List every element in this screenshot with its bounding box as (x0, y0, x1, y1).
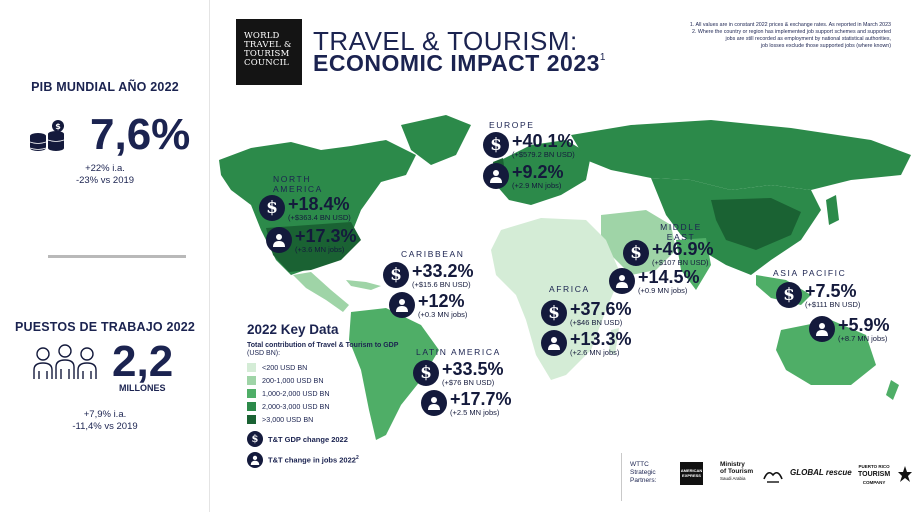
latin-america-gdp: $ +33.5% (+$76 BN USD) (413, 360, 504, 387)
caribbean-jobs: +12% (+0.3 MN jobs) (389, 292, 467, 319)
person-icon (247, 452, 263, 468)
ministry-of-tourism-logo: Ministry of Tourism Saudi Arabia (720, 461, 754, 481)
coins-icon: $ (29, 120, 65, 151)
north-america-label: NORTH AMERICA (273, 174, 323, 194)
person-icon (541, 330, 567, 356)
dollar-icon: $ (383, 262, 409, 288)
asia-pacific-label: ASIA PACIFIC (773, 268, 847, 278)
map-japan (826, 195, 839, 225)
europe-gdp: $ +40.1% (+$579.2 BN USD) (483, 132, 575, 159)
asia-pacific-gdp: $ +7.5% (+$111 BN USD) (776, 282, 860, 309)
latin-america-jobs: +17.7% (+2.5 MN jobs) (421, 390, 512, 417)
map-south-america (349, 308, 439, 440)
svg-text:$: $ (55, 122, 61, 131)
north-america-jobs: +17.3% (+3.6 MN jobs) (266, 227, 357, 254)
europe-label: EUROPE (489, 120, 535, 130)
jobs-vs-2019: -11,4% vs 2019 (72, 421, 138, 432)
map-madagascar (609, 328, 619, 355)
dollar-icon: $ (247, 431, 263, 447)
middle-east-gdp: $ +46.9% (+$107 BN USD) (623, 240, 714, 267)
title-line-2: ECONOMIC IMPACT 20231 (313, 50, 606, 76)
star-icon (898, 466, 912, 482)
person-icon (609, 268, 635, 294)
left-panel: PIB MUNDIAL AÑO 2022 $ 7,6% +22% i.a. -2… (0, 0, 210, 512)
footnotes: 1. All values are in constant 2022 price… (689, 22, 891, 49)
dollar-icon: $ (483, 132, 509, 158)
person-icon (266, 227, 292, 253)
person-icon (421, 390, 447, 416)
gdp-yoy: +22% i.a. (85, 163, 125, 174)
amex-logo: AMERICAN EXPRESS (680, 462, 703, 485)
map-india (676, 238, 711, 290)
jobs-yoy: +7,9% i.a. (83, 409, 127, 420)
map-greenland (401, 115, 471, 165)
dollar-icon: $ (623, 240, 649, 266)
map-central-america (293, 272, 349, 312)
divider (48, 255, 186, 258)
map-russia (571, 120, 911, 190)
wttc-logo: WORLD TRAVEL & TOURISM COUNCIL (236, 19, 302, 85)
map-australia (776, 320, 876, 385)
jobs-title: PUESTOS DE TRABAJO 2022 (14, 320, 196, 334)
partners-bar: WTTC Strategic Partners: AMERICAN EXPRES… (621, 453, 912, 501)
person-icon (483, 163, 509, 189)
map-caribbean (346, 280, 381, 290)
legend-gdp-icon-row: $ T&T GDP change 2022 (247, 431, 407, 447)
gdp-vs-2019: -23% vs 2019 (75, 175, 135, 186)
infographic: WORLD TRAVEL & TOURISM COUNCIL TRAVEL & … (211, 0, 917, 512)
puerto-rico-tourism-logo: PUERTO RICO TOURISM COMPANY (858, 464, 891, 485)
legend-item: <200 USD BN (247, 361, 407, 374)
legend: 2022 Key Data Total contribution of Trav… (247, 322, 407, 468)
global-rescue-logo: GLOBAL rescue (790, 468, 852, 477)
jobs-value: 2,2 (112, 337, 174, 386)
africa-gdp: $ +37.6% (+$46 BN USD) (541, 300, 632, 327)
dollar-icon: $ (259, 195, 285, 221)
people-icon (33, 344, 97, 379)
legend-item: >3,000 USD BN (247, 413, 407, 426)
gdp-value: 7,6% (90, 110, 191, 159)
legend-jobs-icon-row: T&T change in jobs 20222 (247, 452, 407, 468)
asia-pacific-jobs: +5.9% (+8.7 MN jobs) (809, 316, 890, 343)
map-new-zealand (886, 380, 899, 400)
middle-east-jobs: +14.5% (+0.9 MN jobs) (609, 268, 700, 295)
legend-item: 2,000-3,000 USD BN (247, 400, 407, 413)
person-icon (809, 316, 835, 342)
partners-label: WTTC Strategic Partners: (630, 461, 657, 484)
person-icon (389, 292, 415, 318)
legend-item: 200-1,000 USD BN (247, 374, 407, 387)
africa-label: AFRICA (549, 284, 590, 294)
caribbean-label: CARIBBEAN (401, 249, 465, 259)
map-europe (496, 140, 591, 205)
dollar-icon: $ (541, 300, 567, 326)
latin-america-label: LATIN AMERICA (416, 347, 501, 357)
north-america-gdp: $ +18.4% (+$363.4 BN USD) (259, 195, 351, 222)
map-china (711, 198, 801, 250)
title-line-1: TRAVEL & TOURISM: (313, 26, 578, 56)
gdp-title: PIB MUNDIAL AÑO 2022 (31, 80, 179, 94)
legend-subtitle: Total contribution of Travel & Tourism t… (247, 342, 399, 357)
legend-title: 2022 Key Data (247, 322, 339, 337)
middle-east-label: MIDDLE EAST (660, 222, 702, 242)
ministry-emblem-icon (763, 471, 783, 483)
dollar-icon: $ (413, 360, 439, 386)
africa-jobs: +13.3% (+2.6 MN jobs) (541, 330, 632, 357)
map-africa (491, 218, 621, 380)
legend-item: 1,000-2,000 USD BN (247, 387, 407, 400)
europe-jobs: +9.2% (+2.9 MN jobs) (483, 163, 564, 190)
dollar-icon: $ (776, 282, 802, 308)
caribbean-gdp: $ +33.2% (+$15.6 BN USD) (383, 262, 474, 289)
jobs-unit: MILLONES (119, 383, 166, 393)
